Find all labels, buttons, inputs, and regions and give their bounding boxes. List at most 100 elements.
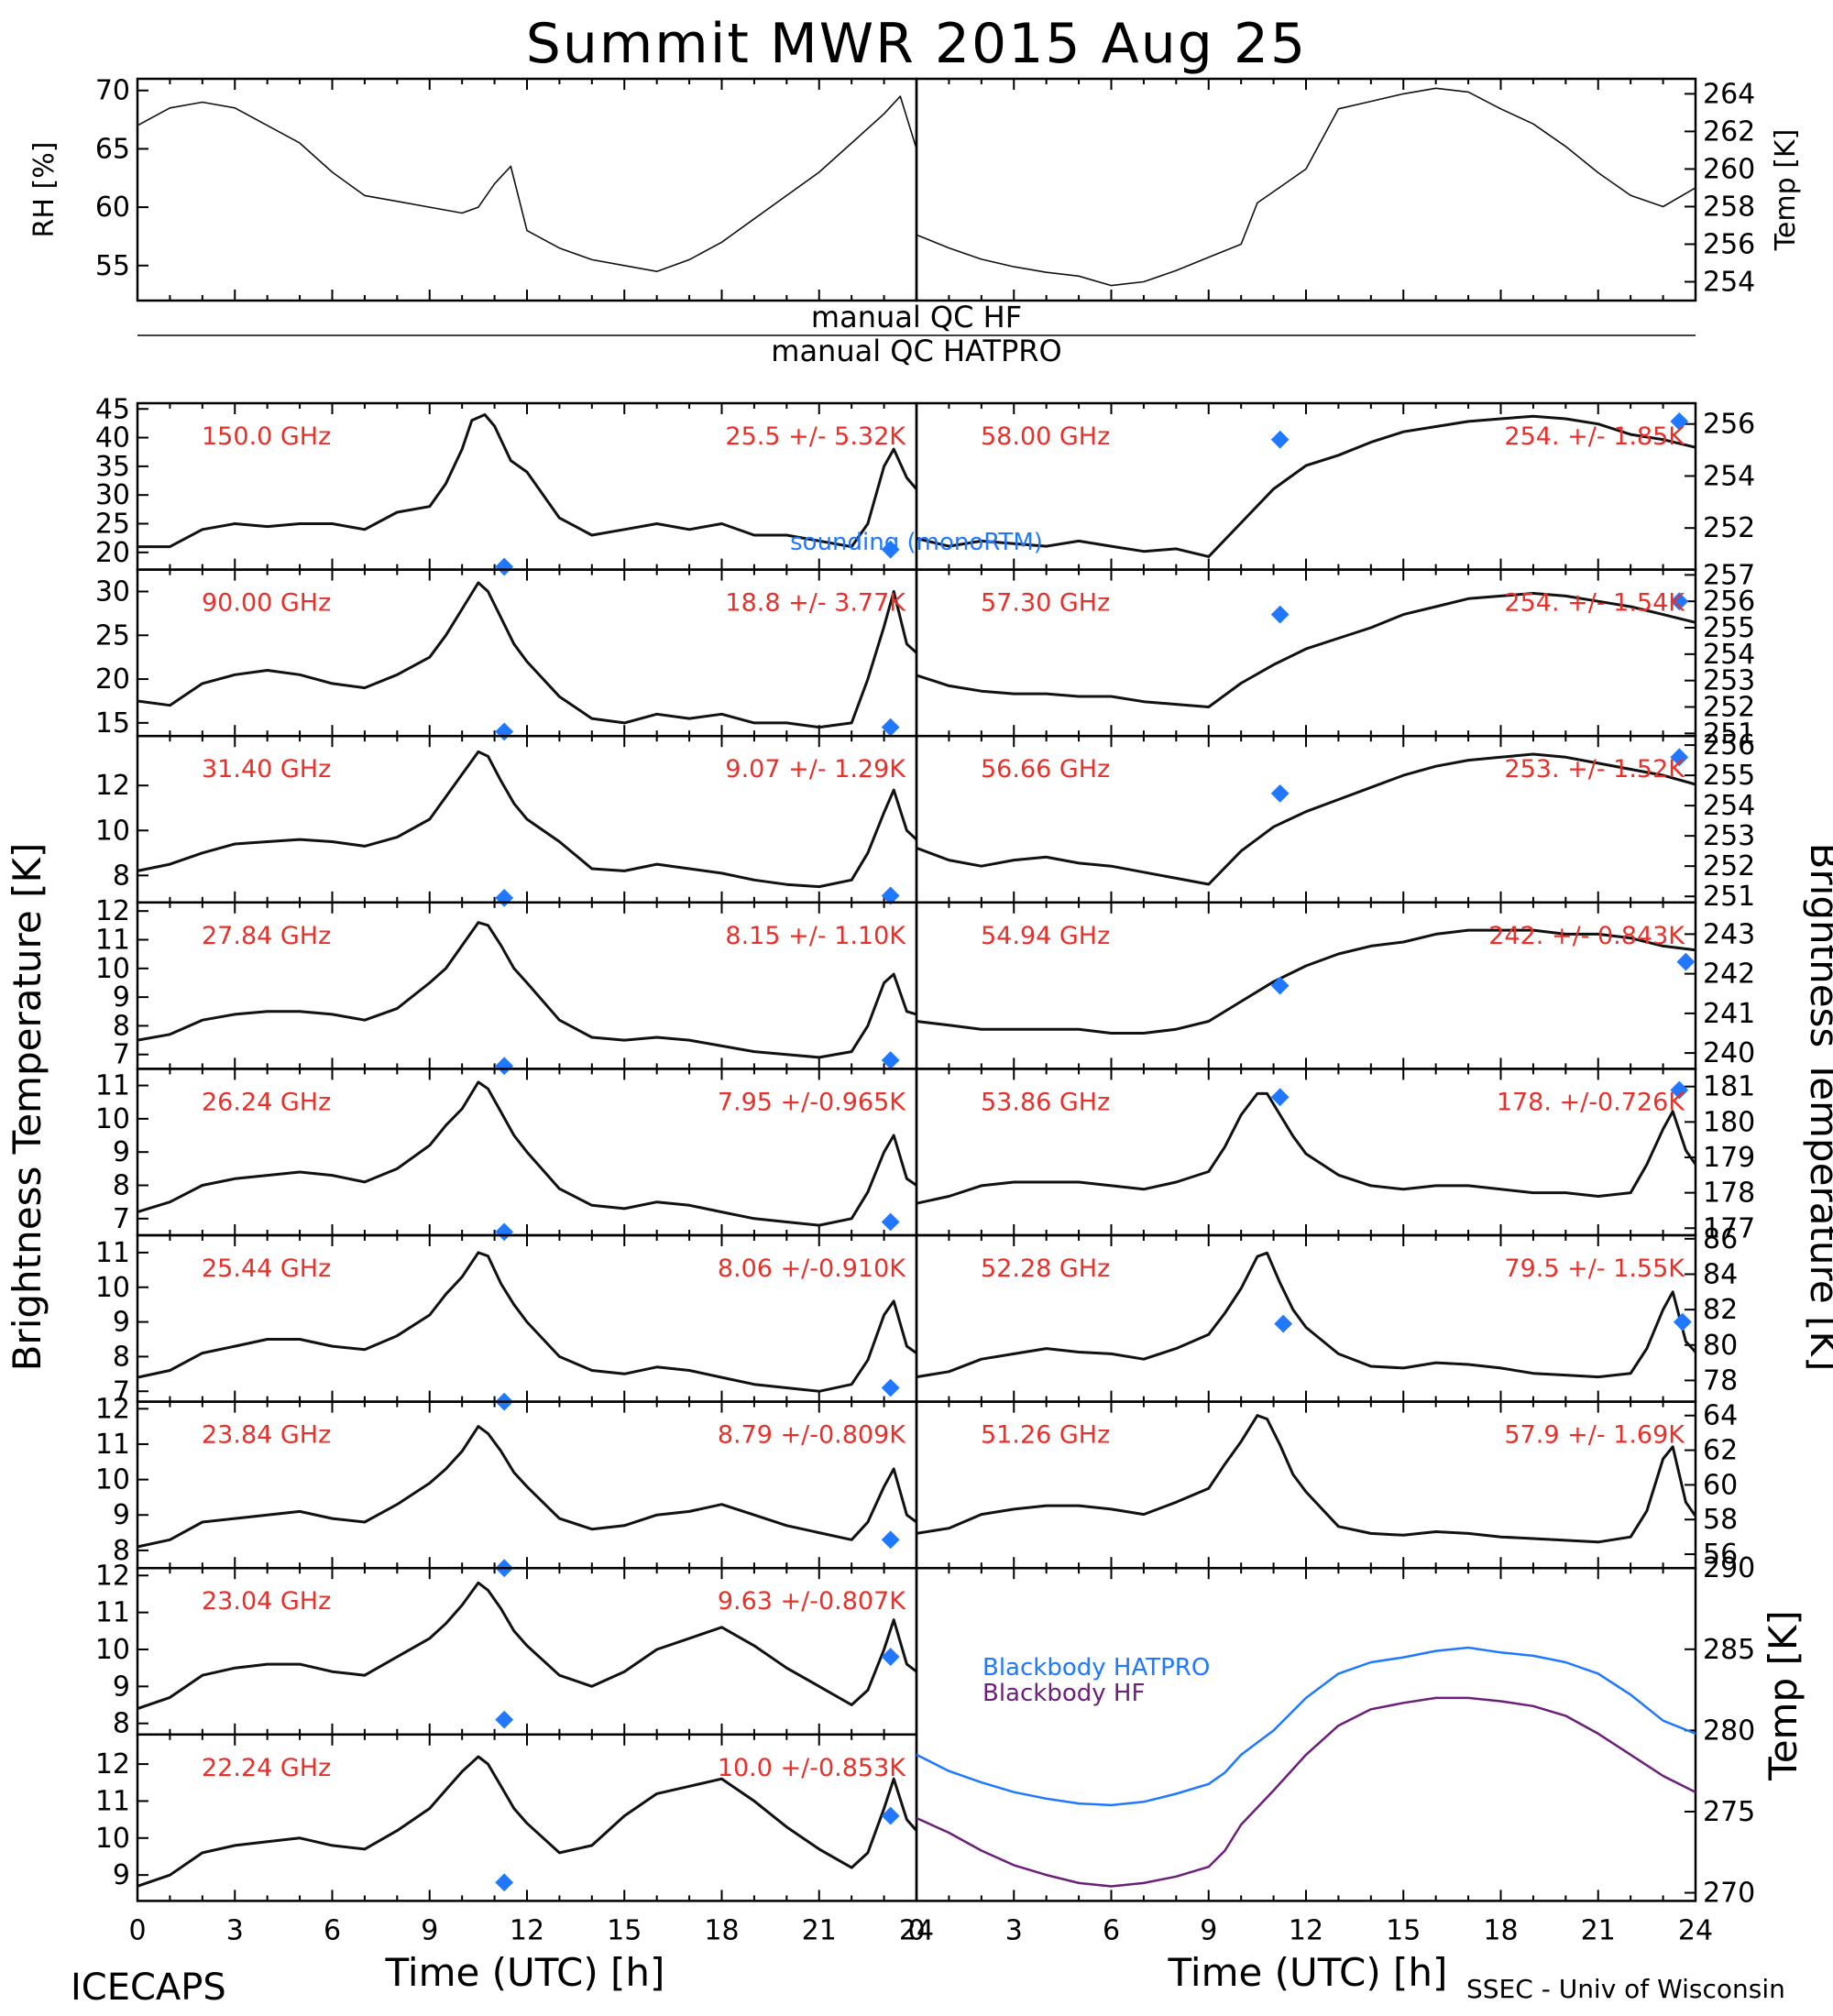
frequency-label: 25.44 GHz (202, 1255, 331, 1283)
sounding-marker (1270, 976, 1290, 995)
y-tick-label: 82 (1703, 1294, 1738, 1326)
x-tick-label: 21 (1581, 1914, 1616, 1946)
frequency-label: 27.84 GHz (202, 922, 331, 950)
y-tick-label: 253 (1703, 665, 1755, 697)
panel-22.24ghz: 9 10 11 12 22.24 GHz 10.0 +/-0.853K (95, 1733, 918, 1902)
y-tick-label: 8 (113, 1708, 130, 1740)
sounding-marker (495, 722, 514, 741)
y-tick-label: 86 (1703, 1223, 1738, 1255)
frequency-label: 31.40 GHz (202, 755, 331, 783)
sounding-marker (1670, 592, 1689, 611)
sounding-marker (1676, 952, 1696, 971)
sounding-marker (1670, 411, 1689, 431)
y-tick-label: 178 (1703, 1178, 1755, 1210)
mean-std-label: 254. +/- 1.54K (1504, 589, 1685, 618)
y-axis-label-left: Brightness Temperature [K] (5, 843, 49, 1372)
sounding-marker (495, 888, 514, 907)
y-tick-label: 10 (95, 953, 130, 985)
y-tick-label: 252 (1703, 512, 1755, 544)
y-tick-label: 62 (1703, 1435, 1738, 1467)
sounding-label: sounding (monoRTM) (790, 529, 1043, 556)
y-tick-label: 30 (95, 479, 130, 511)
mean-std-label: 9.07 +/- 1.29K (725, 755, 906, 783)
frequency-label: 22.24 GHz (202, 1754, 331, 1782)
y-tick-label: 58 (1703, 1504, 1738, 1536)
y-tick-label: 262 (1703, 115, 1755, 148)
legend-entry: Blackbody HATPRO (982, 1654, 1210, 1682)
y-axis-label-temp: Temp [K] (1770, 129, 1802, 252)
frequency-label: 54.94 GHz (981, 922, 1110, 950)
frequency-label: 52.28 GHz (981, 1255, 1110, 1283)
frequency-label: 26.24 GHz (202, 1088, 331, 1116)
x-tick-label: 24 (899, 1914, 934, 1946)
y-tick-label: 15 (95, 707, 130, 740)
y-tick-label: 84 (1703, 1259, 1738, 1291)
frequency-label: 90.00 GHz (202, 589, 331, 618)
data-line (137, 1080, 917, 1227)
panel-frame (136, 77, 918, 302)
legend-entry: Blackbody HF (982, 1680, 1145, 1707)
y-tick-label: 9 (113, 981, 130, 1013)
y-tick-label: 264 (1703, 78, 1755, 110)
sounding-marker (1673, 1312, 1692, 1331)
y-tick-label: 10 (95, 1464, 130, 1496)
sounding-marker (495, 557, 514, 576)
x-tick-label: 18 (704, 1914, 739, 1946)
data-line (916, 87, 1696, 287)
y-tick-label: 65 (95, 133, 130, 165)
x-tick-label: 15 (607, 1914, 642, 1946)
mean-std-label: 79.5 +/- 1.55K (1504, 1255, 1685, 1283)
sounding-marker (881, 540, 900, 559)
x-tick-label: 6 (324, 1914, 341, 1946)
sounding-marker (1270, 1088, 1290, 1107)
panel-frame (915, 77, 1697, 302)
panel-31.4ghz: 8 10 12 31.40 GHz 9.07 +/- 1.29K (95, 734, 918, 907)
sounding-marker (881, 886, 900, 905)
sounding-marker (881, 1530, 900, 1550)
y-tick-label: 254 (1703, 639, 1755, 671)
y-axis-label-rh: RH [%] (28, 142, 60, 238)
y-tick-label: 20 (95, 537, 130, 569)
y-tick-label: 10 (95, 815, 130, 847)
sounding-marker (881, 1212, 900, 1232)
y-tick-label: 179 (1703, 1142, 1755, 1174)
mean-std-label: 178. +/-0.726K (1497, 1088, 1685, 1116)
x-axis-label-right: Time (UTC) [h] (1168, 1950, 1448, 1995)
sounding-marker (881, 718, 900, 737)
y-tick-label: 253 (1703, 820, 1755, 852)
data-line (916, 752, 1696, 886)
mean-std-label: 253. +/- 1.52K (1504, 755, 1685, 783)
frequency-label: 23.84 GHz (202, 1421, 331, 1450)
panel-54.94ghz: 240 241 242 243 54.94 GHz 242. +/- 0.843K (915, 901, 1755, 1070)
y-tick-label: 78 (1703, 1364, 1738, 1397)
frequency-label: 53.86 GHz (981, 1088, 1110, 1116)
sounding-marker (1270, 784, 1290, 803)
x-axis-label-left: Time (UTC) [h] (385, 1950, 665, 1995)
sounding-marker (881, 1648, 900, 1666)
y-tick-label: 10 (95, 1272, 130, 1304)
panel-90ghz: 15 20 25 30 90.00 GHz 18.8 +/- 3.77K (95, 568, 918, 741)
y-axis-label-bb: Temp [K] (1761, 1610, 1806, 1781)
y-tick-label: 241 (1703, 998, 1755, 1030)
y-tick-label: 10 (95, 1823, 130, 1855)
frequency-label: 58.00 GHz (981, 422, 1110, 451)
y-tick-label: 45 (95, 393, 130, 425)
y-tick-label: 11 (95, 1785, 130, 1817)
sounding-marker (881, 1806, 900, 1825)
y-tick-label: 10 (95, 1103, 130, 1135)
sounding-marker (1270, 430, 1290, 449)
y-tick-label: 243 (1703, 918, 1755, 950)
y-tick-label: 256 (1703, 228, 1755, 260)
y-tick-label: 275 (1703, 1796, 1755, 1828)
panel-58ghz: 252 254 256 58.00 GHz 254. +/- 1.85K (915, 401, 1755, 571)
data-line (137, 581, 918, 729)
sounding-marker (1670, 748, 1689, 767)
y-tick-label: 8 (113, 860, 130, 892)
y-tick-label: 20 (95, 663, 130, 696)
y-tick-label: 11 (95, 1429, 130, 1461)
sounding-marker (495, 1710, 514, 1729)
y-tick-label: 12 (95, 1748, 130, 1780)
y-tick-label: 7 (113, 1203, 130, 1235)
